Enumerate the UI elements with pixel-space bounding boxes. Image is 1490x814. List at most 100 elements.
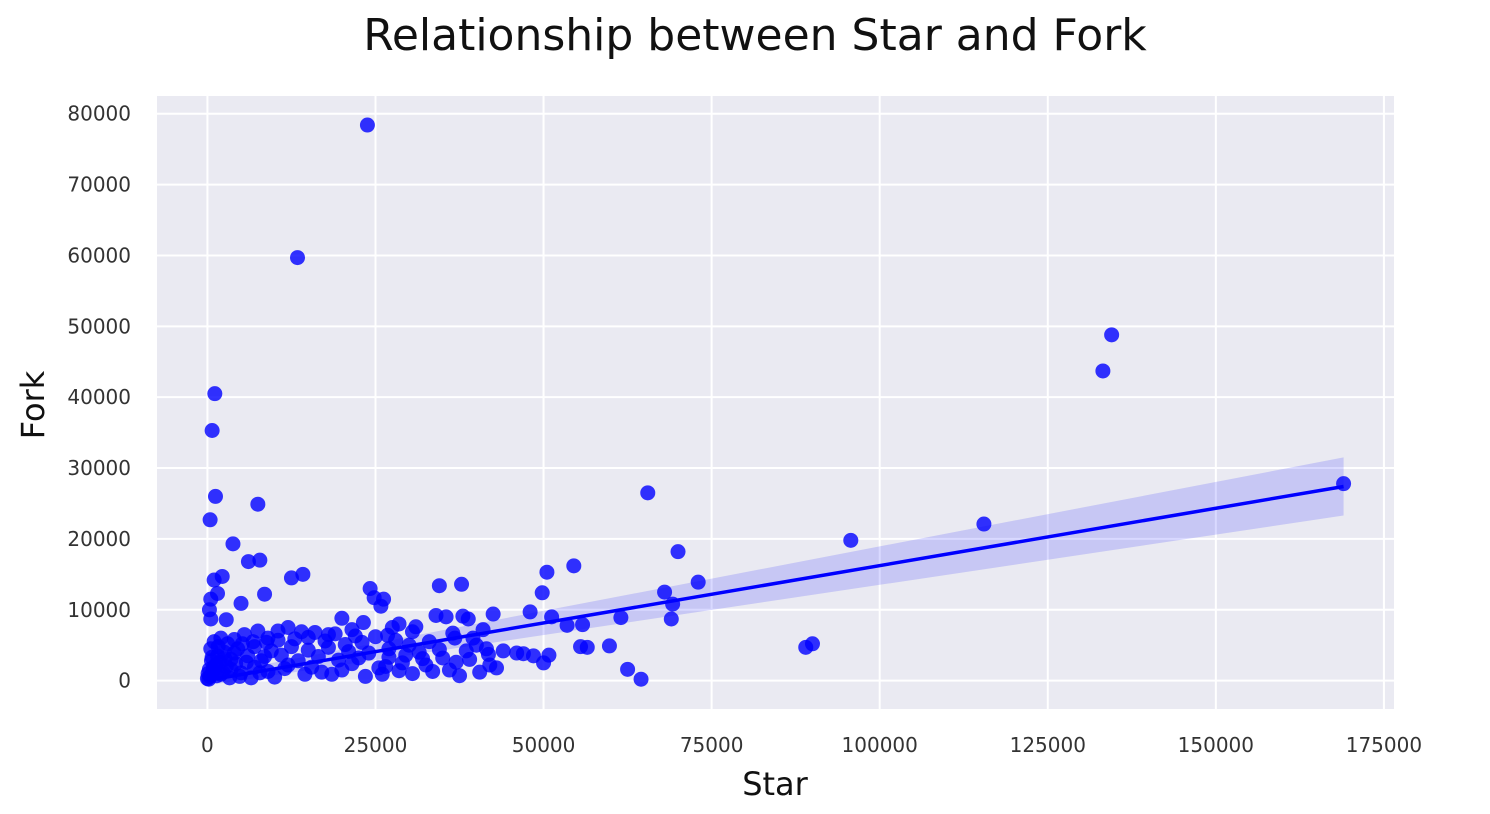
- data-point: [201, 661, 217, 677]
- plot-area: [157, 96, 1394, 709]
- data-point: [252, 552, 268, 568]
- data-point: [295, 566, 311, 582]
- x-tick-label: 75000: [680, 733, 744, 757]
- data-point: [250, 496, 266, 512]
- data-point: [690, 574, 706, 590]
- data-point: [455, 608, 471, 624]
- y-tick-label: 50000: [67, 314, 131, 338]
- x-tick-label: 100000: [842, 733, 918, 757]
- data-point: [359, 117, 375, 133]
- data-point: [522, 604, 538, 620]
- data-points: [199, 117, 1352, 687]
- data-point: [225, 536, 241, 552]
- data-point: [670, 544, 686, 560]
- data-point: [204, 422, 220, 438]
- data-point: [373, 598, 389, 614]
- x-axis-label: Star: [742, 765, 808, 803]
- data-point: [404, 666, 420, 682]
- y-tick-labels: 0 10000 20000 30000 40000 50000 60000 70000 8000…: [67, 102, 131, 693]
- data-point: [202, 512, 218, 528]
- x-tick-label: 175000: [1346, 733, 1422, 757]
- data-point: [559, 617, 575, 633]
- data-point: [431, 578, 447, 594]
- data-point: [324, 666, 340, 682]
- x-tick-label: 125000: [1010, 733, 1086, 757]
- data-point: [207, 386, 223, 402]
- y-axis-label: Fork: [14, 370, 52, 439]
- data-point: [381, 649, 397, 665]
- y-tick-label: 20000: [67, 527, 131, 551]
- data-point: [613, 610, 629, 626]
- data-point: [566, 558, 582, 574]
- data-point: [218, 612, 234, 628]
- data-point: [489, 660, 505, 676]
- data-point: [620, 661, 636, 677]
- x-tick-labels: 0 25000 50000 75000 100000 125000 150000 175000: [201, 733, 1422, 757]
- data-point: [354, 634, 370, 650]
- data-point: [206, 572, 222, 588]
- regression-line-path: [207, 484, 1344, 683]
- data-point: [663, 611, 679, 627]
- y-tick-label: 0: [118, 669, 131, 693]
- data-point: [344, 656, 360, 672]
- y-tick-label: 70000: [67, 173, 131, 197]
- data-point: [337, 637, 353, 653]
- data-point: [259, 634, 275, 650]
- x-tick-label: 150000: [1178, 733, 1254, 757]
- data-point: [257, 586, 273, 602]
- data-point: [327, 626, 343, 642]
- data-point: [267, 669, 283, 685]
- data-point: [391, 663, 407, 679]
- data-point: [633, 671, 649, 687]
- data-point: [657, 584, 673, 600]
- data-point: [203, 611, 219, 627]
- data-point: [428, 607, 444, 623]
- confidence-band-area: [207, 457, 1344, 686]
- data-point: [245, 634, 261, 650]
- x-tick-label: 0: [201, 733, 214, 757]
- data-point: [485, 606, 501, 622]
- data-point: [404, 624, 420, 640]
- data-point: [367, 629, 383, 645]
- data-point: [425, 663, 441, 679]
- data-point: [357, 668, 373, 684]
- data-point: [270, 632, 286, 648]
- data-point: [290, 250, 306, 266]
- y-tick-label: 40000: [67, 385, 131, 409]
- data-point: [334, 610, 350, 626]
- data-point: [495, 643, 511, 659]
- y-tick-label: 80000: [67, 102, 131, 126]
- data-point: [287, 631, 303, 647]
- x-tick-label: 25000: [344, 733, 408, 757]
- chart-title: Relationship between Star and Fork: [363, 10, 1147, 61]
- data-point: [300, 629, 316, 645]
- data-point: [355, 615, 371, 631]
- data-point: [283, 570, 299, 586]
- data-point: [240, 554, 256, 570]
- data-point: [388, 632, 404, 648]
- data-point: [976, 516, 992, 532]
- data-point: [207, 488, 223, 504]
- data-point: [454, 576, 470, 592]
- data-point: [509, 645, 525, 661]
- data-point: [374, 666, 390, 682]
- data-point: [472, 664, 488, 680]
- data-point: [804, 636, 820, 652]
- confidence-band: [207, 457, 1344, 686]
- data-point: [398, 647, 414, 663]
- data-point: [257, 649, 273, 665]
- data-point: [843, 532, 859, 548]
- data-point: [1095, 363, 1111, 379]
- data-point: [448, 654, 464, 670]
- data-point: [480, 646, 496, 662]
- x-tick-label: 50000: [512, 733, 576, 757]
- data-point: [238, 654, 254, 670]
- data-point: [1104, 327, 1120, 343]
- data-point: [391, 616, 407, 632]
- data-point: [575, 617, 591, 633]
- data-point: [534, 585, 550, 601]
- regression-line: [207, 484, 1344, 683]
- data-point: [415, 651, 431, 667]
- data-point: [573, 639, 589, 655]
